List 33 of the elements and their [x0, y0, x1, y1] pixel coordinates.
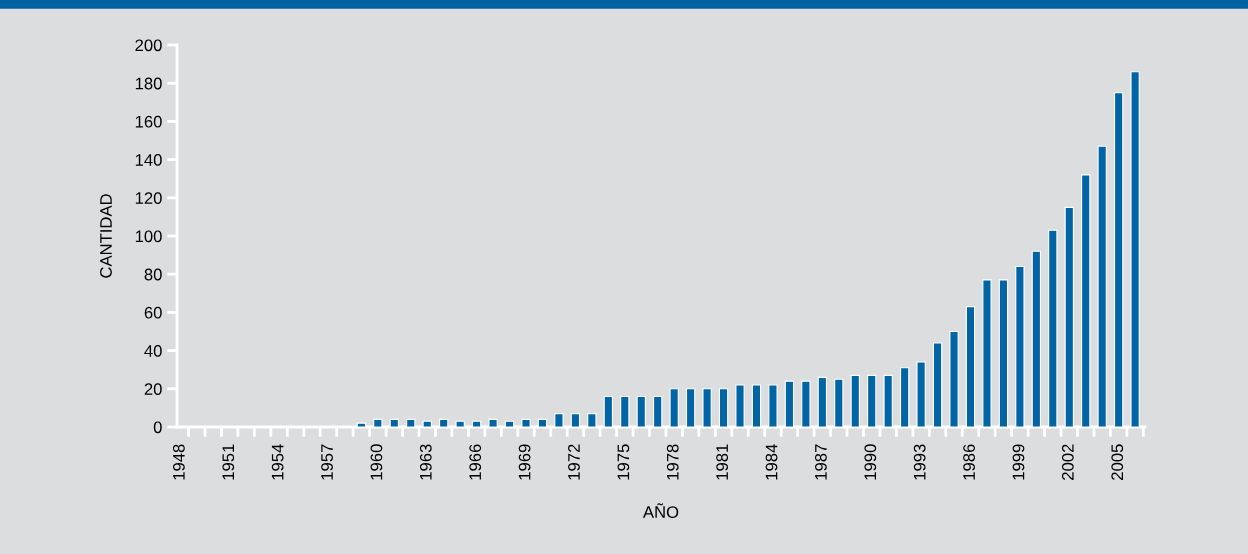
- x-tick-label: 1999: [1012, 444, 1025, 480]
- y-tick-label: 160: [135, 115, 162, 128]
- x-tick-label: 1948: [172, 444, 185, 480]
- x-tick-label: 1954: [271, 444, 284, 480]
- x-tick-label: 1960: [370, 444, 383, 480]
- x-tick-label: 2005: [1111, 444, 1124, 480]
- x-tick-label: 1957: [321, 444, 333, 480]
- x-tick-label: 1993: [913, 444, 926, 480]
- y-tick-label: 200: [135, 39, 162, 52]
- x-tick-label: 1951: [222, 444, 235, 480]
- y-axis-title: CANTIDAD: [100, 194, 112, 278]
- x-tick-label: 2002: [1061, 444, 1074, 480]
- y-tick-label: 80: [144, 268, 162, 281]
- x-axis-title: AÑO: [642, 503, 679, 518]
- y-tick-label: 140: [135, 154, 162, 166]
- y-tick-label: 40: [144, 345, 162, 357]
- x-tick-label: 1978: [666, 444, 679, 480]
- x-tick-label: 1963: [419, 444, 432, 480]
- y-tick-label: 180: [135, 77, 162, 90]
- y-tick-label: 120: [135, 192, 162, 204]
- y-tick-label: 100: [135, 230, 162, 243]
- x-tick-label: 1986: [963, 444, 975, 480]
- x-tick-label: 1972: [568, 444, 580, 480]
- x-tick-label: 1981: [716, 444, 729, 480]
- x-tick-label: 1975: [617, 444, 630, 480]
- x-tick-label: 1984: [765, 444, 778, 480]
- x-tick-label: 1990: [864, 444, 877, 480]
- x-tick-label: 1969: [518, 444, 531, 480]
- x-tick-label: 1987: [815, 444, 827, 480]
- x-tick-label: 1966: [469, 444, 482, 480]
- y-tick-label: 60: [144, 306, 162, 319]
- y-tick-label: 0: [153, 421, 162, 434]
- y-tick-label: 20: [144, 383, 162, 395]
